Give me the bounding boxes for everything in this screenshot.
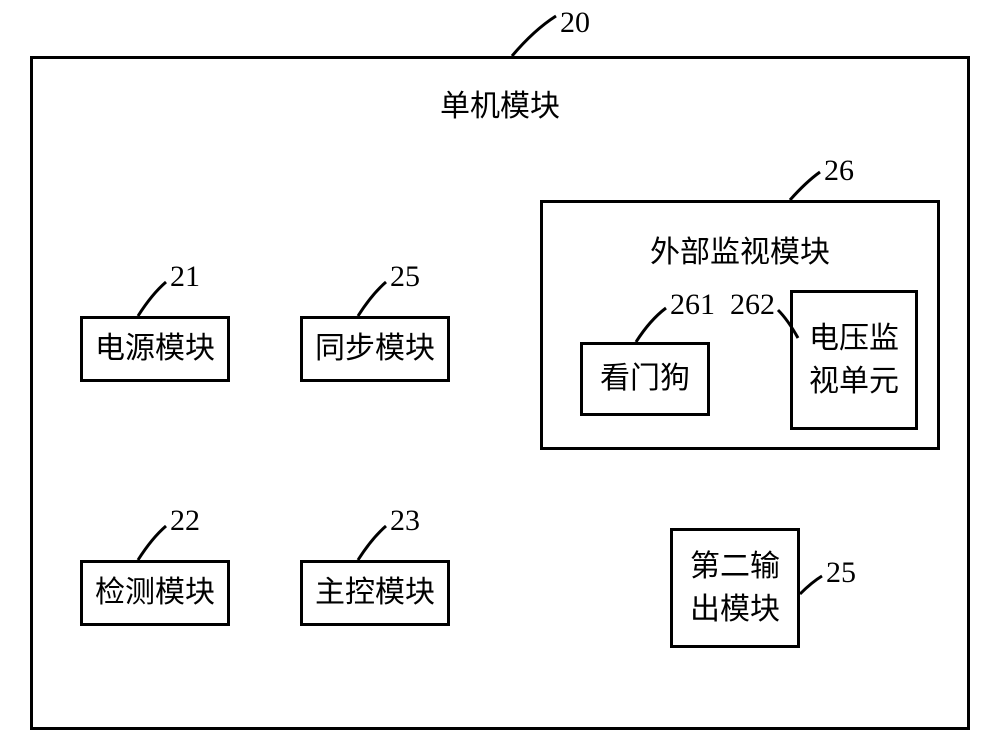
- ext-monitor-title: 外部监视模块: [650, 227, 830, 271]
- main-ctrl-ref-label: 23: [390, 504, 420, 538]
- sync-module-box: 同步模块: [300, 316, 450, 382]
- watchdog-box: 看门狗: [580, 342, 710, 416]
- sync-module-text: 同步模块: [315, 327, 435, 371]
- detect-module-box: 检测模块: [80, 560, 230, 626]
- second-output-text: 第二输 出模块: [690, 545, 780, 632]
- power-ref-label: 21: [170, 260, 200, 294]
- volt-mon-ref-label: 262: [730, 288, 775, 322]
- diagram-canvas: 单机模块 20 电源模块 21 同步模块 25 检测模块 22 主控模块 23 …: [0, 0, 1000, 756]
- detect-ref-label: 22: [170, 504, 200, 538]
- ext-monitor-ref-label: 26: [824, 154, 854, 188]
- power-module-box: 电源模块: [80, 316, 230, 382]
- outer-ref-label: 20: [560, 6, 590, 40]
- detect-module-text: 检测模块: [95, 571, 215, 615]
- main-ctrl-module-text: 主控模块: [315, 571, 435, 615]
- second-output-box: 第二输 出模块: [670, 528, 800, 648]
- sync-ref-label: 25: [390, 260, 420, 294]
- power-module-text: 电源模块: [95, 327, 215, 371]
- second-output-ref-label: 25: [826, 556, 856, 590]
- watchdog-text: 看门狗: [600, 357, 690, 401]
- main-ctrl-module-box: 主控模块: [300, 560, 450, 626]
- volt-mon-text: 电压监 视单元: [809, 317, 899, 404]
- volt-mon-box: 电压监 视单元: [790, 290, 918, 430]
- outer-module-title: 单机模块: [440, 81, 560, 125]
- watchdog-ref-label: 261: [670, 288, 715, 322]
